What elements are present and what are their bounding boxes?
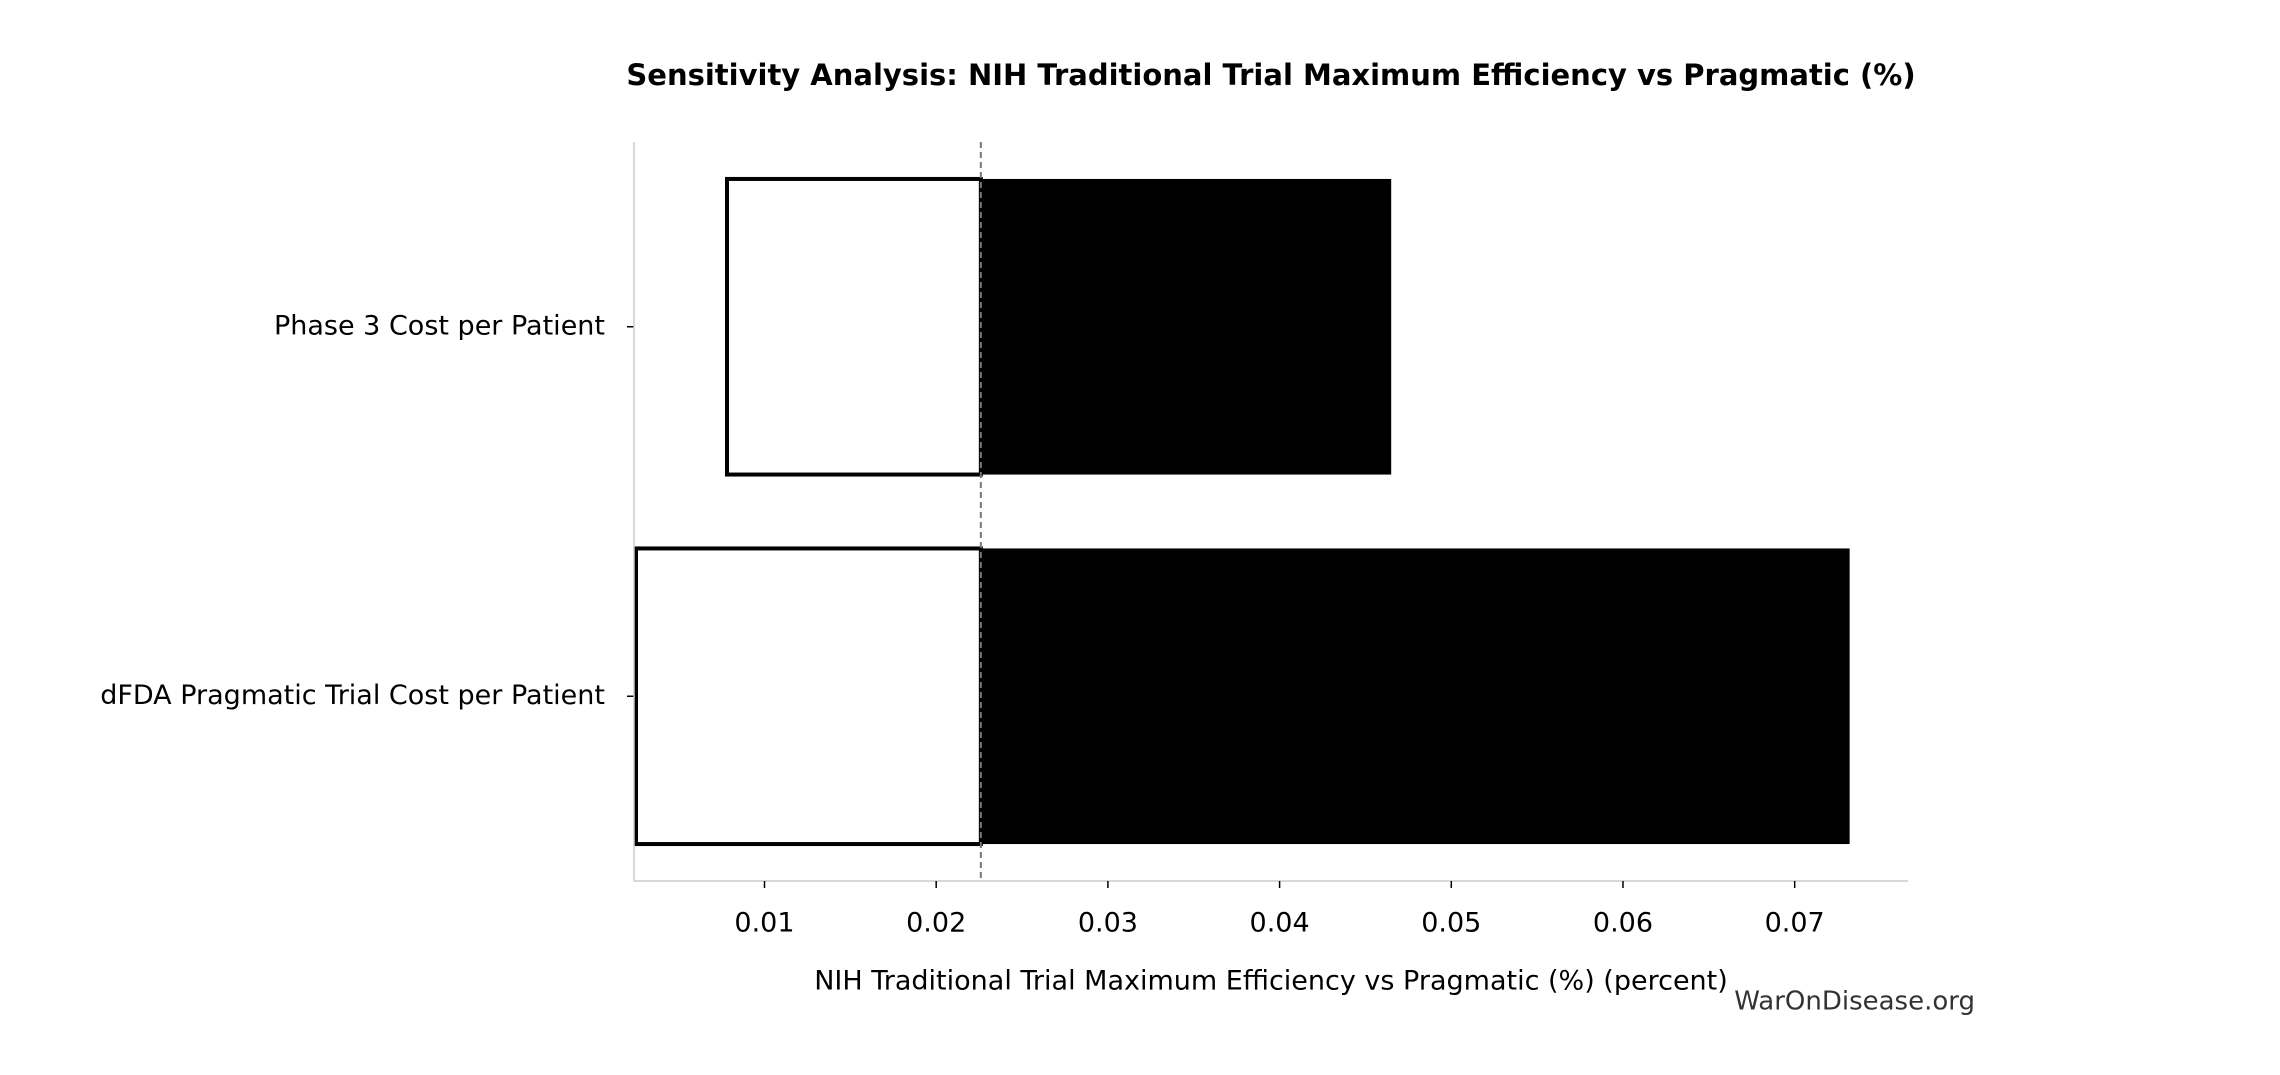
x-tick-label: 0.01 — [734, 908, 794, 939]
bar-high — [980, 178, 1392, 475]
y-tick-label: dFDA Pragmatic Trial Cost per Patient — [100, 680, 605, 711]
x-axis-label: NIH Traditional Trial Maximum Efficiency… — [814, 966, 1728, 997]
x-tick-label: 0.04 — [1250, 908, 1310, 939]
bar-low — [725, 176, 983, 477]
chart-title: Sensitivity Analysis: NIH Traditional Tr… — [626, 58, 1915, 92]
bar-high — [980, 548, 1850, 845]
x-tick-label: 0.06 — [1593, 908, 1653, 939]
x-tick-label: 0.05 — [1421, 908, 1481, 939]
watermark: WarOnDisease.org — [1734, 987, 1975, 1017]
x-tick-label: 0.02 — [906, 908, 966, 939]
y-tick-label: Phase 3 Cost per Patient — [274, 310, 605, 341]
x-tick-label: 0.07 — [1765, 908, 1825, 939]
x-tick-label: 0.03 — [1078, 908, 1138, 939]
bar-low — [634, 546, 983, 847]
